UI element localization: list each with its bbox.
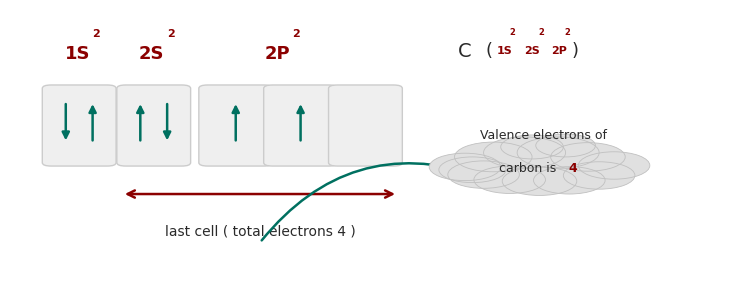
Text: 2: 2 <box>167 29 174 39</box>
Text: 2: 2 <box>538 28 544 37</box>
Circle shape <box>484 137 566 168</box>
Circle shape <box>550 143 626 171</box>
FancyBboxPatch shape <box>42 85 116 166</box>
Circle shape <box>502 167 577 196</box>
Circle shape <box>533 167 605 194</box>
Text: (: ( <box>485 42 493 60</box>
Circle shape <box>578 152 650 179</box>
Text: 2: 2 <box>292 29 300 39</box>
Text: 1S: 1S <box>496 46 512 56</box>
Text: 2P: 2P <box>550 46 566 56</box>
Text: 1S: 1S <box>65 45 90 63</box>
Circle shape <box>454 142 532 172</box>
Circle shape <box>429 153 501 181</box>
Circle shape <box>474 166 545 194</box>
Text: carbon is: carbon is <box>499 162 560 175</box>
Text: Valence electrons of: Valence electrons of <box>480 129 607 142</box>
FancyBboxPatch shape <box>328 85 403 166</box>
Text: last cell ( total electrons 4 ): last cell ( total electrons 4 ) <box>164 224 355 238</box>
Text: 4: 4 <box>569 162 578 175</box>
FancyBboxPatch shape <box>264 85 337 166</box>
Circle shape <box>563 162 635 189</box>
Circle shape <box>501 135 563 159</box>
Text: 2: 2 <box>564 28 570 37</box>
Text: 2P: 2P <box>264 45 290 63</box>
Text: 2S: 2S <box>139 45 164 63</box>
Circle shape <box>535 134 596 157</box>
Circle shape <box>517 137 599 168</box>
Text: C: C <box>458 42 472 61</box>
Text: ): ) <box>572 42 579 60</box>
Text: 2: 2 <box>92 29 100 39</box>
Text: 2: 2 <box>510 28 515 37</box>
Circle shape <box>439 157 506 183</box>
Circle shape <box>448 161 520 188</box>
FancyBboxPatch shape <box>117 85 191 166</box>
FancyBboxPatch shape <box>199 85 273 166</box>
Text: 2S: 2S <box>525 46 540 56</box>
